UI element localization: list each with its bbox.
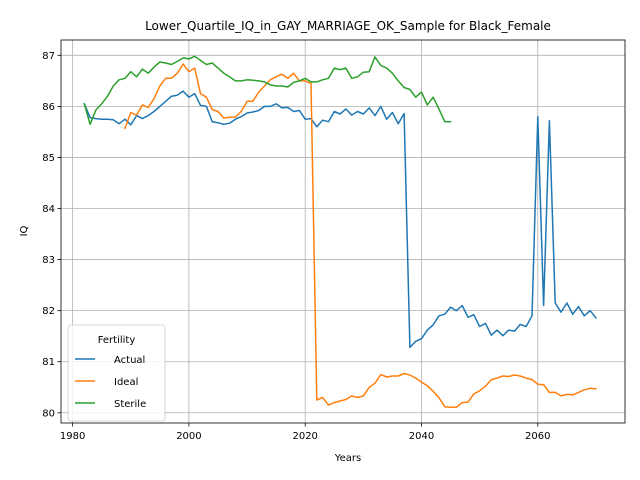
y-tick-label: 80 <box>42 408 55 419</box>
x-axis-label: Years <box>334 453 361 464</box>
y-axis-ticks: 80 81 82 83 84 85 86 87 <box>42 51 61 419</box>
y-tick-label: 83 <box>42 255 55 266</box>
series-lines <box>83 55 597 408</box>
x-axis-ticks: 1980 2000 2020 2040 2060 <box>60 423 551 442</box>
y-tick-label: 85 <box>42 153 55 164</box>
series-line-sterile <box>83 55 452 126</box>
x-tick-label: 2040 <box>409 431 434 442</box>
plot-area-frame <box>60 39 626 424</box>
chart-title: Lower_Quartile_IQ_in_GAY_MARRIAGE_OK_Sam… <box>145 19 551 33</box>
x-tick-label: 2020 <box>292 431 317 442</box>
y-tick-label: 82 <box>42 306 55 317</box>
legend-label-actual: Actual <box>114 355 145 366</box>
x-tick-label: 2000 <box>176 431 201 442</box>
x-tick-label: 2060 <box>525 431 550 442</box>
series-line-ideal <box>124 63 597 408</box>
legend-label-sterile: Sterile <box>114 399 146 410</box>
legend-label-ideal: Ideal <box>114 377 138 388</box>
y-tick-label: 86 <box>42 102 55 113</box>
legend-title: Fertility <box>98 335 136 346</box>
y-tick-label: 84 <box>42 204 55 215</box>
x-tick-label: 1980 <box>60 431 85 442</box>
legend-box <box>67 324 166 422</box>
y-tick-label: 81 <box>42 357 55 368</box>
grid-lines <box>61 40 625 423</box>
y-tick-label: 87 <box>42 51 55 62</box>
series-line-actual <box>83 90 597 349</box>
legend: Fertility Actual Ideal Sterile <box>67 324 166 422</box>
y-axis-label: IQ <box>19 225 30 236</box>
